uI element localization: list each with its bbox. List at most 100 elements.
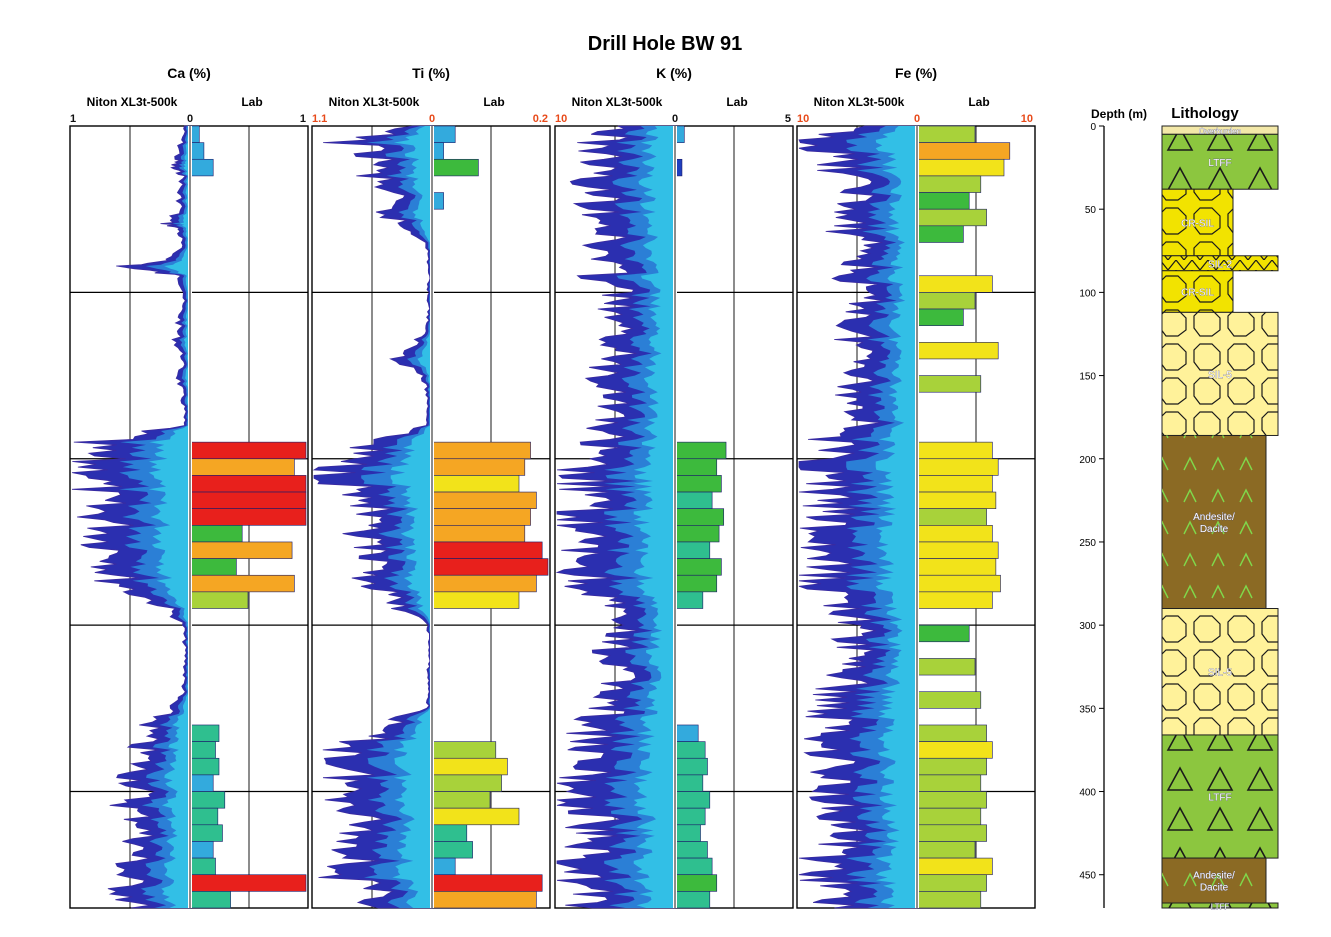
lab-bar: [189, 824, 223, 842]
lithology-pattern: [1162, 734, 1278, 859]
lab-bar: [674, 891, 711, 909]
niton-label: Niton XL3t-500k: [87, 95, 178, 109]
depth-tick-label: 450: [1079, 871, 1096, 882]
panel-2: K (%) Niton XL3t-500k Lab 10 0 5: [554, 65, 794, 909]
lab-bar: [189, 558, 237, 576]
lithology-unit-label: SIL-5: [1208, 668, 1232, 679]
lithology-pattern: [1162, 189, 1233, 256]
lab-bar: [431, 574, 537, 593]
lithology-unit-label: CR-SIL: [1181, 219, 1214, 230]
lithology-pattern: [1162, 858, 1266, 904]
lab-bar: [916, 275, 993, 293]
lab-bar: [674, 757, 708, 776]
lab-bar: [189, 874, 307, 892]
lab-bar: [916, 757, 987, 776]
lab-bar: [916, 208, 987, 227]
lithology-unit-label: Andesite/: [1193, 871, 1235, 882]
lab-bar: [916, 741, 993, 759]
lab-bar: [431, 441, 531, 460]
lab-bar: [189, 508, 307, 526]
lab-bar: [916, 558, 997, 576]
depth-tick-label: 400: [1079, 788, 1096, 799]
lab-bar: [916, 824, 987, 842]
niton-profile-inner: [390, 126, 432, 908]
lab-bar: [189, 857, 216, 876]
lab-bar: [431, 824, 468, 842]
lab-bar: [674, 791, 711, 809]
lab-label: Lab: [968, 95, 989, 109]
lithology-pattern: [1162, 312, 1278, 436]
lithology-pattern: [1162, 435, 1266, 609]
lab-label: Lab: [483, 95, 504, 109]
lab-bar: [431, 508, 531, 526]
lab-bar: [431, 558, 549, 576]
lab-bar: [916, 691, 982, 709]
lab-bar: [189, 807, 219, 826]
lab-bar: [916, 574, 1001, 593]
lithology-unit-label: Dacite: [1200, 883, 1229, 894]
lab-label: Lab: [726, 95, 747, 109]
niton-profile-inner: [875, 126, 917, 908]
depth-tick-label: 0: [1090, 122, 1096, 133]
lab-bar: [431, 541, 543, 559]
lab-bar: [189, 841, 214, 859]
lithology-pattern: [1162, 903, 1278, 908]
lithology-column: Depth (m) Lithology 0 50 100 150 200 250 300 350 4…: [1079, 105, 1279, 912]
lab-bar: [674, 874, 718, 892]
lab-bar: [916, 341, 999, 360]
lab-bar: [189, 791, 226, 809]
lab-bar: [916, 891, 982, 909]
left-axis-zero: 0: [672, 113, 678, 125]
left-axis-max: 10: [797, 113, 809, 125]
lab-bar: [916, 541, 999, 559]
lab-bar: [916, 658, 976, 676]
lab-bar: [431, 491, 537, 509]
lab-bar: [189, 441, 307, 460]
lab-bar: [431, 857, 456, 876]
lab-bar: [189, 724, 220, 742]
lab-bar: [189, 541, 293, 559]
lab-bar: [916, 774, 982, 792]
lithology-pattern: [1162, 608, 1278, 735]
panel-title: Ca (%): [167, 65, 211, 81]
depth-tick-label: 100: [1079, 288, 1096, 299]
lab-bar: [674, 574, 718, 593]
lab-bar: [431, 874, 543, 892]
lithology-title: Lithology: [1171, 105, 1239, 122]
panel-title: K (%): [656, 65, 692, 81]
right-axis-max: 5: [785, 113, 791, 125]
lab-bar: [916, 491, 997, 509]
lab-bar: [431, 125, 456, 143]
lab-bar: [674, 591, 704, 609]
lab-bar: [916, 475, 993, 493]
lab-bar: [916, 624, 970, 643]
lab-bar: [431, 475, 520, 493]
lithology-unit-label: LTFF: [1208, 158, 1231, 169]
lab-bar: [431, 158, 479, 177]
lab-bar: [189, 757, 220, 776]
lab-bar: [916, 508, 987, 526]
lab-bar: [431, 807, 520, 826]
lithology-pattern: [1162, 270, 1233, 313]
depth-axis-label: Depth (m): [1091, 107, 1147, 121]
lab-bar: [189, 142, 205, 160]
right-axis-max: 10: [1021, 113, 1033, 125]
lithology-unit-label: SIL-5: [1208, 370, 1232, 381]
lithology-unit-label: Overburden: [1199, 127, 1241, 136]
niton-label: Niton XL3t-500k: [572, 95, 663, 109]
lab-label: Lab: [241, 95, 262, 109]
depth-tick-label: 350: [1079, 704, 1096, 715]
lab-bar: [916, 308, 964, 326]
lab-bar: [431, 841, 473, 859]
lithology-unit-label: Andesite/: [1193, 512, 1235, 523]
lab-bar: [916, 791, 987, 809]
lab-bar: [674, 541, 711, 559]
lithology-pattern: [1162, 255, 1278, 271]
lab-bar: [674, 841, 708, 859]
lab-bar: [674, 441, 727, 460]
depth-tick-label: 250: [1079, 538, 1096, 549]
depth-tick-label: 300: [1079, 621, 1096, 632]
lithology-unit-label: LTFF: [1211, 903, 1230, 912]
lab-bar: [916, 841, 976, 859]
